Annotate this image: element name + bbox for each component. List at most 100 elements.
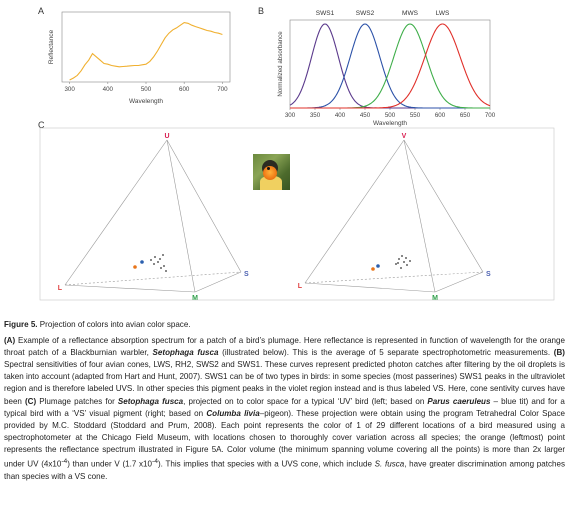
panel-b-series-name: SWS1: [316, 10, 335, 17]
panel-b-label: B: [258, 6, 264, 16]
color-point: [395, 263, 397, 265]
panel-a-x-ticks: 300 400 500 600 700: [64, 82, 228, 93]
vertex-s-label: S: [244, 271, 249, 278]
panel-b-tick-label: 350: [310, 112, 321, 119]
panel-b-curve-lws: [290, 23, 491, 109]
figure-label: Figure 5.: [4, 320, 38, 329]
edge-l-s: [64, 271, 242, 286]
color-point: [165, 270, 167, 272]
panel-a-y-label: Reflectance: [48, 29, 55, 64]
vertex-s-label: S: [486, 271, 491, 278]
panel-a-reflectance-line: [69, 22, 223, 81]
color-point: [376, 264, 380, 268]
panel-b-tick-label: 550: [410, 112, 421, 119]
edge-l-m: [64, 284, 196, 293]
panel-a-tick-label: 400: [103, 86, 114, 93]
panel-b-series-name: SWS2: [356, 10, 375, 17]
caption-c-text2: , projected on to color space for a typi…: [183, 396, 425, 406]
edge-v-s: [403, 139, 484, 273]
panel-b-curves: [289, 23, 491, 109]
edge-m-s: [194, 271, 242, 293]
panel-c-frame: [39, 127, 555, 301]
caption-exp1: -4: [61, 458, 68, 466]
color-point: [409, 260, 411, 262]
panel-a-tick-label: 600: [179, 86, 190, 93]
caption-c-text5: ) than under V (1.7 x10: [67, 459, 152, 469]
panel-b-chart: 300 350 400 450 500 550 600 650 700 SWS1 SWS2 MWS L…: [277, 10, 496, 127]
caption-body: (A) Example of a reflectance absorption …: [4, 335, 565, 483]
panel-b-frame: [289, 19, 491, 109]
panel-b-tick-label: 650: [460, 112, 471, 119]
caption-a-text: Example of a reflectance absorption spec…: [4, 336, 565, 358]
panel-a-chart: 300 400 500 600 700 Wavelength Reflectance: [48, 11, 231, 105]
panel-b-series-name: MWS: [402, 10, 419, 17]
caption-c-text3: – blue tit) and for a typical bird with …: [4, 396, 565, 418]
color-point: [397, 262, 399, 264]
edge-u-s: [166, 139, 242, 273]
edge-u-l: [64, 139, 168, 286]
vertex-m-label: M: [192, 295, 198, 302]
color-point: [160, 267, 162, 269]
panel-b-x-ticks: 300 350 400 450 500 550 600 650 700: [285, 108, 496, 119]
caption-c-species: Setophaga fusca: [117, 396, 184, 406]
caption-b-text: Spectral sensitivities of four avian con…: [4, 360, 565, 406]
color-point: [154, 256, 156, 258]
caption-a-tag: (A): [4, 336, 16, 346]
caption-heading: Figure 5. Projection of colors into avia…: [4, 319, 565, 331]
caption-c-text6: ). This implies that species with a UVS …: [157, 459, 372, 469]
edge-u-m: [166, 139, 196, 293]
warbler-throat: [263, 166, 277, 180]
panel-b-series-labels: SWS1 SWS2 MWS LWS: [316, 10, 450, 17]
caption-c-species2: Parus caeruleus: [427, 396, 491, 406]
warbler-body: [260, 176, 282, 190]
color-point: [133, 265, 137, 269]
panel-b-tick-label: 600: [435, 112, 446, 119]
color-point: [406, 264, 408, 266]
warbler-eye: [267, 167, 270, 170]
panel-b-series-name: LWS: [436, 10, 450, 17]
caption-c-tag: (C): [25, 396, 37, 406]
edge-m-s: [434, 271, 484, 293]
color-point: [405, 257, 407, 259]
color-point: [371, 267, 375, 271]
points-vs: [371, 255, 411, 271]
panel-b-curve-sws2: [290, 23, 490, 109]
panel-b-tick-label: 400: [335, 112, 346, 119]
caption-c-text4: –pigeon). These projection were obtain u…: [4, 408, 565, 469]
color-point: [162, 254, 164, 256]
panel-a-frame: [61, 11, 231, 83]
panel-b-tick-label: 300: [285, 112, 296, 119]
caption-b-tag: (B): [553, 348, 565, 358]
vertex-u-label: U: [164, 133, 169, 140]
panel-b-curve-sws1: [289, 23, 490, 109]
figure-title: Projection of colors into avian color sp…: [39, 320, 191, 329]
warbler-photo: [253, 154, 290, 190]
caption-c-text7: , have greater discrimination among patc…: [4, 459, 565, 481]
color-point: [398, 258, 400, 260]
vertex-m-label: M: [432, 295, 438, 302]
caption-a-species: Setophaga fusca: [152, 348, 219, 358]
panel-b-y-label: Normalized absorbance: [277, 31, 284, 97]
points-uv: [133, 254, 167, 272]
panel-a-tick-label: 300: [64, 86, 75, 93]
tetrahedron-vs: V L M S: [298, 133, 491, 302]
caption-c-species4: S. fusca: [374, 459, 405, 469]
tetrahedron-uv: U L M S: [58, 133, 249, 302]
edge-l-m: [304, 282, 436, 293]
vertex-l-label: L: [58, 285, 63, 292]
vertex-v-label: V: [402, 133, 407, 140]
panel-b-tick-label: 450: [360, 112, 371, 119]
panel-c-label: C: [38, 120, 45, 130]
color-point: [403, 261, 405, 263]
panel-a-tick-label: 700: [217, 86, 228, 93]
panel-a-x-label: Wavelength: [129, 98, 163, 105]
edge-v-l: [304, 139, 405, 284]
panel-a-tick-label: 500: [141, 86, 152, 93]
caption-a-text2: (illustrated below). This is the average…: [222, 348, 551, 358]
caption-c-species3: Columba livia: [206, 408, 260, 418]
panel-b-x-label: Wavelength: [373, 120, 407, 127]
panel-a-label: A: [38, 6, 44, 16]
color-point: [159, 258, 161, 260]
panel-b-curve-mws: [290, 23, 490, 109]
